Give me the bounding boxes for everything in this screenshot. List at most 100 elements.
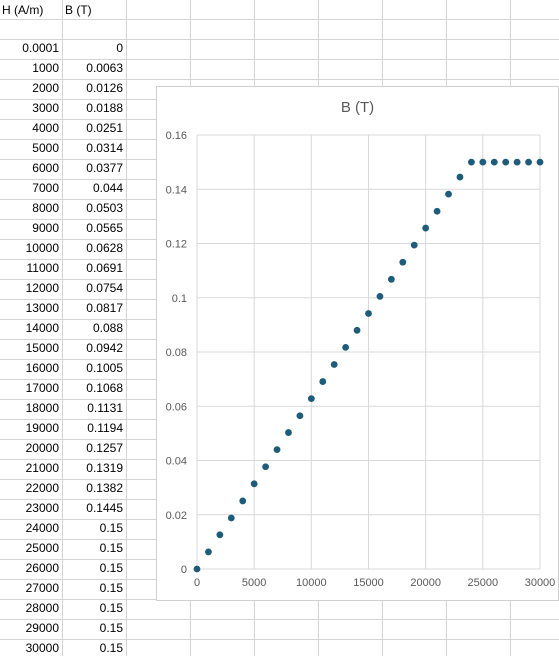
h-value-cell[interactable]: 18000 (25, 401, 59, 415)
data-point (227, 514, 235, 522)
h-value-cell[interactable]: 10000 (25, 241, 59, 255)
b-value-cell[interactable]: 0.0565 (86, 221, 123, 235)
data-point (193, 565, 201, 573)
b-value-cell[interactable]: 0 (116, 41, 123, 55)
data-point (410, 241, 418, 249)
h-value-cell[interactable]: 0.0001 (22, 41, 59, 55)
b-value-cell[interactable]: 0.0314 (86, 141, 123, 155)
h-value-cell[interactable]: 27000 (25, 581, 59, 595)
h-value-cell[interactable]: 14000 (25, 321, 59, 335)
h-value-cell[interactable]: 20000 (25, 441, 59, 455)
b-value-cell[interactable]: 0.15 (99, 581, 123, 595)
h-value-cell[interactable]: 4000 (32, 121, 59, 135)
b-value-cell[interactable]: 0.15 (99, 601, 123, 615)
b-value-cell[interactable]: 0.0817 (86, 301, 123, 315)
b-value-cell[interactable]: 0.0691 (86, 261, 123, 275)
b-value-cell[interactable]: 0.15 (99, 541, 123, 555)
gridline-horizontal (0, 639, 559, 640)
h-value-cell[interactable]: 17000 (25, 381, 59, 395)
data-point (330, 361, 338, 368)
header-cell-h[interactable]: H (A/m) (2, 3, 44, 17)
b-value-cell[interactable]: 0.15 (99, 561, 123, 575)
x-tick-label: 25000 (468, 577, 499, 589)
scatter-chart[interactable]: B (T) 0 0.02 0.04 0.06 0.08 0.1 0.12 0.14 0.16 0 5… (156, 86, 559, 601)
h-value-cell[interactable]: 19000 (25, 421, 59, 435)
b-value-cell[interactable]: 0.15 (99, 641, 123, 655)
data-point (262, 463, 269, 471)
b-value-cell[interactable]: 0.1068 (86, 381, 123, 395)
gridline-horizontal (0, 19, 559, 20)
y-tick-label: 0.08 (166, 347, 187, 359)
b-value-cell[interactable]: 0.1194 (87, 421, 123, 435)
b-value-cell[interactable]: 0.1319 (86, 461, 123, 475)
h-value-cell[interactable]: 9000 (32, 221, 59, 235)
h-value-cell[interactable]: 22000 (25, 481, 59, 495)
x-tick-label: 10000 (296, 577, 327, 589)
h-value-cell[interactable]: 23000 (25, 501, 59, 515)
data-point (399, 258, 407, 266)
b-value-cell[interactable]: 0.1445 (86, 501, 123, 515)
b-value-cell[interactable]: 0.0754 (86, 281, 123, 295)
data-point (365, 310, 372, 317)
b-value-cell[interactable]: 0.044 (92, 181, 123, 195)
data-point (387, 275, 395, 283)
h-value-cell[interactable]: 30000 (25, 641, 59, 655)
gridline-horizontal (0, 39, 559, 40)
data-point (525, 158, 532, 166)
b-value-cell[interactable]: 0.0251 (86, 121, 123, 135)
y-tick-label: 0.02 (166, 510, 187, 522)
data-point (353, 326, 361, 334)
y-tick-label: 0 (181, 564, 187, 576)
b-value-cell[interactable]: 0.0503 (86, 201, 123, 215)
b-value-cell[interactable]: 0.15 (99, 621, 123, 635)
y-tick-label: 0.14 (166, 184, 187, 196)
h-value-cell[interactable]: 6000 (32, 161, 59, 175)
b-value-cell[interactable]: 0.1005 (86, 361, 123, 375)
h-value-cell[interactable]: 28000 (25, 601, 59, 615)
data-point (502, 158, 510, 166)
chart-plot: 0 0.02 0.04 0.06 0.08 0.1 0.12 0.14 0.16 0 5000 100… (166, 130, 556, 589)
gridline-horizontal (0, 59, 559, 60)
data-point (479, 158, 487, 166)
data-point (307, 395, 315, 403)
h-value-cell[interactable]: 3000 (32, 101, 59, 115)
h-value-cell[interactable]: 29000 (25, 621, 59, 635)
b-value-cell[interactable]: 0.15 (99, 521, 123, 535)
b-value-cell[interactable]: 0.0063 (86, 61, 123, 75)
data-point (296, 412, 304, 420)
data-point (342, 343, 350, 351)
h-value-cell[interactable]: 15000 (25, 341, 59, 355)
data-point (433, 207, 441, 215)
h-value-cell[interactable]: 8000 (32, 201, 59, 215)
b-value-cell[interactable]: 0.0188 (86, 101, 123, 115)
h-value-cell[interactable]: 12000 (25, 281, 59, 295)
h-value-cell[interactable]: 5000 (32, 141, 59, 155)
b-value-cell[interactable]: 0.088 (92, 321, 123, 335)
chart-title: B (T) (340, 99, 375, 116)
b-value-cell[interactable]: 0.1382 (86, 481, 123, 495)
b-value-cell[interactable]: 0.1257 (86, 441, 123, 455)
x-tick-label: 20000 (410, 577, 441, 589)
data-point (536, 158, 544, 166)
h-value-cell[interactable]: 13000 (25, 301, 59, 315)
h-value-cell[interactable]: 11000 (26, 261, 59, 275)
b-value-cell[interactable]: 0.1131 (87, 401, 123, 415)
gridline-horizontal (0, 619, 559, 620)
data-point (422, 224, 430, 232)
h-value-cell[interactable]: 25000 (25, 541, 59, 555)
h-value-cell[interactable]: 26000 (25, 561, 59, 575)
b-value-cell[interactable]: 0.0628 (86, 241, 123, 255)
b-value-cell[interactable]: 0.0126 (86, 81, 123, 95)
h-value-cell[interactable]: 7000 (32, 181, 59, 195)
h-value-cell[interactable]: 1000 (32, 61, 59, 75)
data-point (456, 173, 464, 181)
header-cell-b[interactable]: B (T) (65, 3, 92, 17)
h-value-cell[interactable]: 24000 (25, 521, 59, 535)
h-value-cell[interactable]: 21000 (25, 461, 59, 475)
b-value-cell[interactable]: 0.0377 (86, 161, 123, 175)
data-point (468, 158, 475, 166)
y-tick-label: 0.12 (166, 239, 187, 251)
h-value-cell[interactable]: 16000 (25, 361, 59, 375)
b-value-cell[interactable]: 0.0942 (86, 341, 123, 355)
h-value-cell[interactable]: 2000 (32, 81, 59, 95)
